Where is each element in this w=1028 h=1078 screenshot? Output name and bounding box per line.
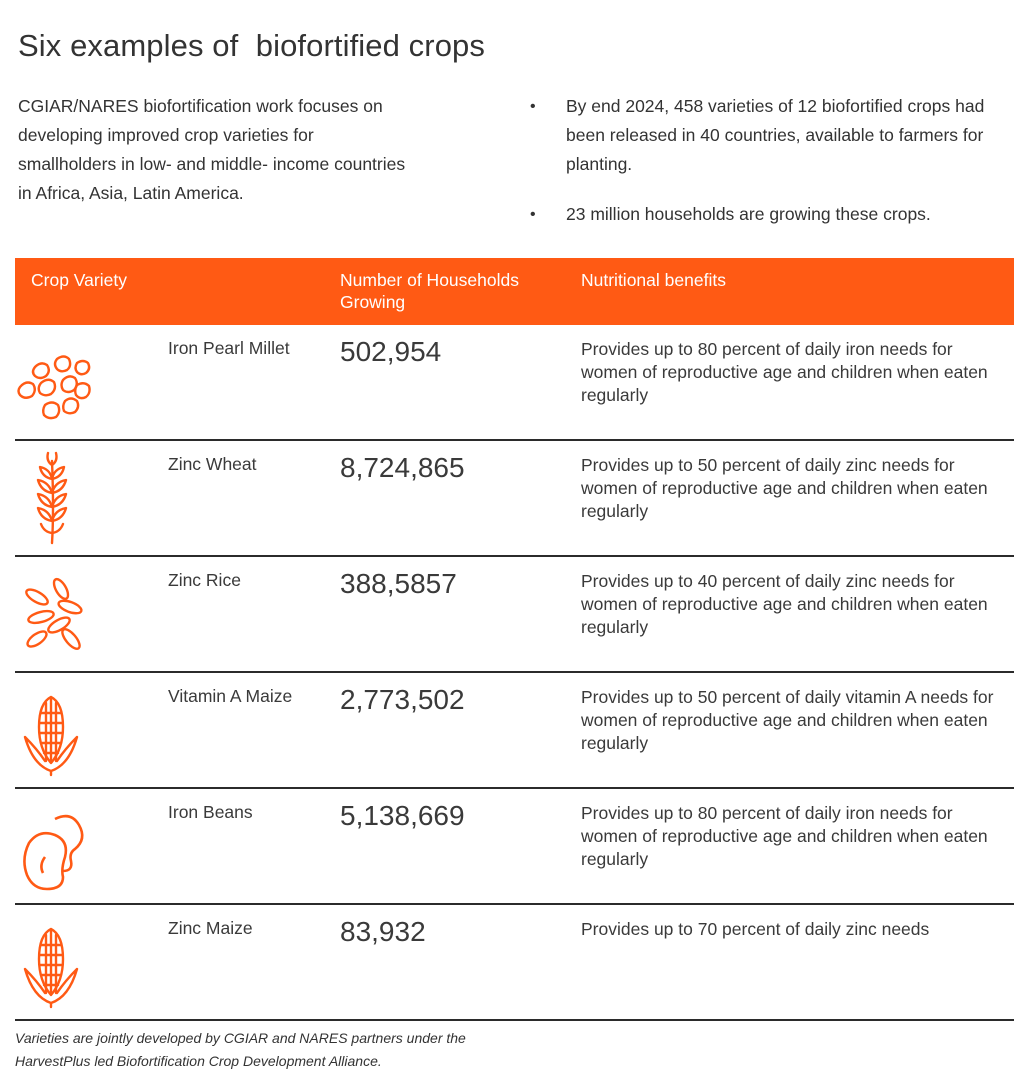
key-fact-item: By end 2024, 458 varieties of 12 biofort… xyxy=(530,92,990,179)
table-row: Zinc Wheat 8,724,865 Provides up to 50 p… xyxy=(15,441,1014,557)
table-row: Iron Beans 5,138,669 Provides up to 80 p… xyxy=(15,789,1014,905)
households-count: 388,5857 xyxy=(340,568,457,599)
table-row: Iron Pearl Millet 502,954 Provides up to… xyxy=(15,325,1014,441)
page-title: Six examples of biofortified crops xyxy=(18,28,485,63)
wheat-icon xyxy=(15,451,95,546)
households-count: 5,138,669 xyxy=(340,800,465,831)
table-row: Zinc Rice 388,5857 Provides up to 40 per… xyxy=(15,557,1014,673)
households-count: 2,773,502 xyxy=(340,684,465,715)
crop-name: Iron Beans xyxy=(168,802,253,822)
nutrition-benefit: Provides up to 50 percent of daily vitam… xyxy=(581,687,994,753)
nutrition-benefit: Provides up to 50 percent of daily zinc … xyxy=(581,455,988,521)
rice-grains-icon xyxy=(15,567,95,662)
households-count: 83,932 xyxy=(340,916,426,947)
households-count: 8,724,865 xyxy=(340,452,465,483)
intro-paragraph: CGIAR/NARES biofortification work focuse… xyxy=(18,96,406,203)
maize-cob-icon xyxy=(15,915,95,1010)
crop-name: Zinc Wheat xyxy=(168,454,257,474)
header-crop-variety: Crop Variety xyxy=(31,270,127,290)
beans-icon xyxy=(15,799,95,894)
crop-name: Zinc Rice xyxy=(168,570,241,590)
footnote: Varieties are jointly developed by CGIAR… xyxy=(15,1030,466,1069)
header-benefits: Nutritional benefits xyxy=(581,270,726,290)
crop-name: Iron Pearl Millet xyxy=(168,338,290,358)
households-count: 502,954 xyxy=(340,336,442,367)
table-header: Crop Variety Number of Households Growin… xyxy=(15,258,1014,325)
maize-cob-icon xyxy=(15,683,95,778)
table-row: Zinc Maize 83,932 Provides up to 70 perc… xyxy=(15,905,1014,1021)
nutrition-benefit: Provides up to 80 percent of daily iron … xyxy=(581,339,988,405)
key-facts-list: By end 2024, 458 varieties of 12 biofort… xyxy=(530,92,990,250)
crops-table: Crop Variety Number of Households Growin… xyxy=(15,258,1014,1021)
crop-name: Vitamin A Maize xyxy=(168,686,293,706)
table-row: Vitamin A Maize 2,773,502 Provides up to… xyxy=(15,673,1014,789)
nutrition-benefit: Provides up to 80 percent of daily iron … xyxy=(581,803,988,869)
key-fact-item: 23 million households are growing these … xyxy=(530,200,990,229)
nutrition-benefit: Provides up to 40 percent of daily zinc … xyxy=(581,571,988,637)
millet-grains-icon xyxy=(15,335,95,430)
crop-name: Zinc Maize xyxy=(168,918,253,938)
header-households: Number of Households Growing xyxy=(340,270,519,312)
nutrition-benefit: Provides up to 70 percent of daily zinc … xyxy=(581,919,930,939)
